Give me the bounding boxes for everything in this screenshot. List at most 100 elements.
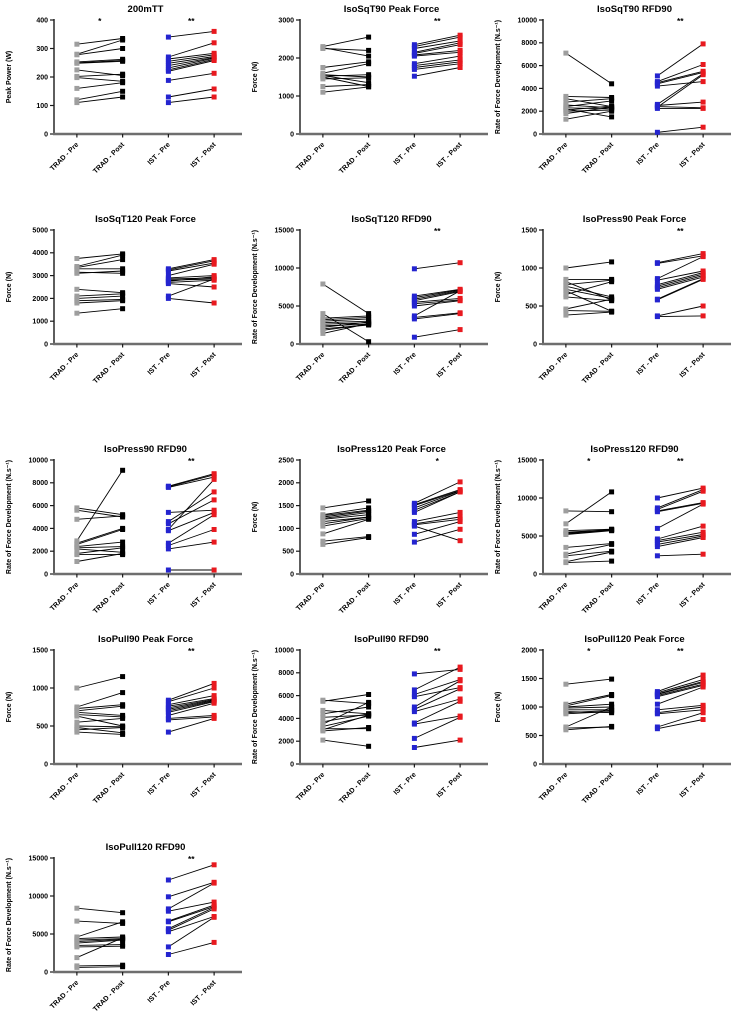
- pair-line: [322, 320, 369, 324]
- pre-marker: [165, 68, 171, 74]
- pair-line: [322, 511, 369, 519]
- pair-line: [657, 502, 704, 512]
- pre-marker: [165, 908, 171, 914]
- pair-line: [168, 714, 215, 719]
- chart-title: IsoPull90 RFD90: [354, 634, 428, 645]
- x-category-label: TRAD - Post: [338, 771, 372, 805]
- post-marker: [366, 516, 372, 522]
- pair-line: [168, 58, 215, 71]
- pair-line: [565, 560, 612, 564]
- pair-line: [76, 77, 123, 82]
- pair-line: [657, 490, 704, 510]
- pair-line: [76, 966, 123, 968]
- x-category-label: IST - Post: [436, 141, 464, 169]
- post-marker: [120, 467, 126, 473]
- pair-line: [168, 901, 215, 912]
- post-marker: [609, 509, 615, 515]
- x-category-label: TRAD - Post: [581, 581, 615, 615]
- pre-marker: [654, 553, 660, 559]
- pair-line: [76, 515, 123, 520]
- pair-line: [414, 299, 461, 305]
- post-marker: [457, 737, 463, 743]
- pre-marker: [74, 516, 80, 522]
- pair-line: [565, 95, 612, 98]
- pair-line: [657, 275, 704, 289]
- pair-line: [414, 36, 461, 48]
- y-axis-label: Rate of Force Development (N.s⁻¹): [495, 460, 502, 574]
- pair-line: [76, 692, 123, 708]
- pre-marker: [563, 312, 569, 318]
- pair-line: [565, 529, 612, 535]
- x-category-label: TRAD - Post: [338, 141, 372, 175]
- pair-line: [414, 521, 461, 535]
- post-marker: [609, 108, 615, 114]
- pair-line: [76, 60, 123, 64]
- post-marker: [120, 910, 126, 916]
- pair-line: [76, 711, 123, 716]
- post-marker: [700, 707, 706, 713]
- pair-line: [414, 489, 461, 506]
- post-marker: [457, 664, 463, 670]
- x-category-label: IST - Pre: [393, 581, 418, 606]
- y-tick-label: 0: [290, 131, 294, 138]
- pair-line: [322, 714, 369, 731]
- pre-marker: [320, 327, 326, 333]
- pair-line: [76, 731, 123, 735]
- chart-title: IsoSqT90 Peak Force: [344, 4, 440, 15]
- pair-line: [414, 329, 461, 338]
- x-category-label: IST - Pre: [393, 351, 418, 376]
- pair-line: [168, 263, 215, 277]
- pair-line: [168, 473, 215, 487]
- post-marker: [120, 58, 126, 64]
- chart-title: IsoPull120 RFD90: [106, 842, 186, 853]
- post-marker: [366, 339, 372, 345]
- post-marker: [700, 717, 706, 722]
- pair-line: [322, 739, 369, 747]
- y-tick-label: 100: [36, 103, 48, 110]
- significance-ist: **: [434, 226, 441, 236]
- pre-marker: [320, 84, 326, 89]
- post-marker: [120, 715, 126, 721]
- pair-line: [565, 528, 612, 532]
- pre-marker: [74, 713, 80, 719]
- pre-marker: [654, 314, 660, 320]
- pre-marker: [74, 507, 80, 513]
- pair-line: [657, 682, 704, 695]
- pair-line: [168, 882, 215, 910]
- post-marker: [211, 300, 217, 306]
- pair-line: [414, 40, 461, 49]
- pair-line: [322, 75, 369, 84]
- pair-line: [168, 474, 215, 488]
- x-category-label: TRAD - Pre: [49, 351, 80, 382]
- post-marker: [366, 84, 372, 90]
- x-category-label: IST - Pre: [147, 351, 172, 376]
- y-axis-label: Force (N): [6, 272, 13, 303]
- pair-line: [322, 283, 369, 314]
- significance-ist: **: [188, 16, 195, 26]
- post-marker: [366, 75, 372, 81]
- post-marker: [457, 311, 463, 317]
- pair-line: [168, 54, 215, 62]
- y-tick-label: 300: [36, 46, 48, 53]
- pair-line: [657, 534, 704, 543]
- y-tick-label: 0: [533, 131, 537, 138]
- pair-line: [414, 490, 461, 509]
- pre-marker: [74, 955, 80, 961]
- pair-line: [565, 52, 612, 85]
- pre-marker: [411, 687, 417, 693]
- significance-ist: **: [188, 456, 195, 466]
- pair-line: [565, 706, 612, 709]
- post-marker: [366, 712, 372, 718]
- pre-marker: [563, 116, 569, 122]
- significance-trad: *: [98, 16, 102, 26]
- pair-line: [76, 727, 123, 734]
- pair-line: [76, 60, 123, 64]
- pair-line: [657, 683, 704, 697]
- y-tick-label: 500: [282, 549, 294, 556]
- post-marker: [211, 880, 217, 886]
- post-marker: [700, 501, 706, 507]
- y-tick-label: 2000: [278, 55, 294, 62]
- pair-line: [168, 716, 215, 721]
- pre-marker: [563, 553, 569, 559]
- chart-isosqt120-peak-force: IsoSqT120 Peak Force 0 1000 2000 3000 4000 500…: [2, 212, 247, 400]
